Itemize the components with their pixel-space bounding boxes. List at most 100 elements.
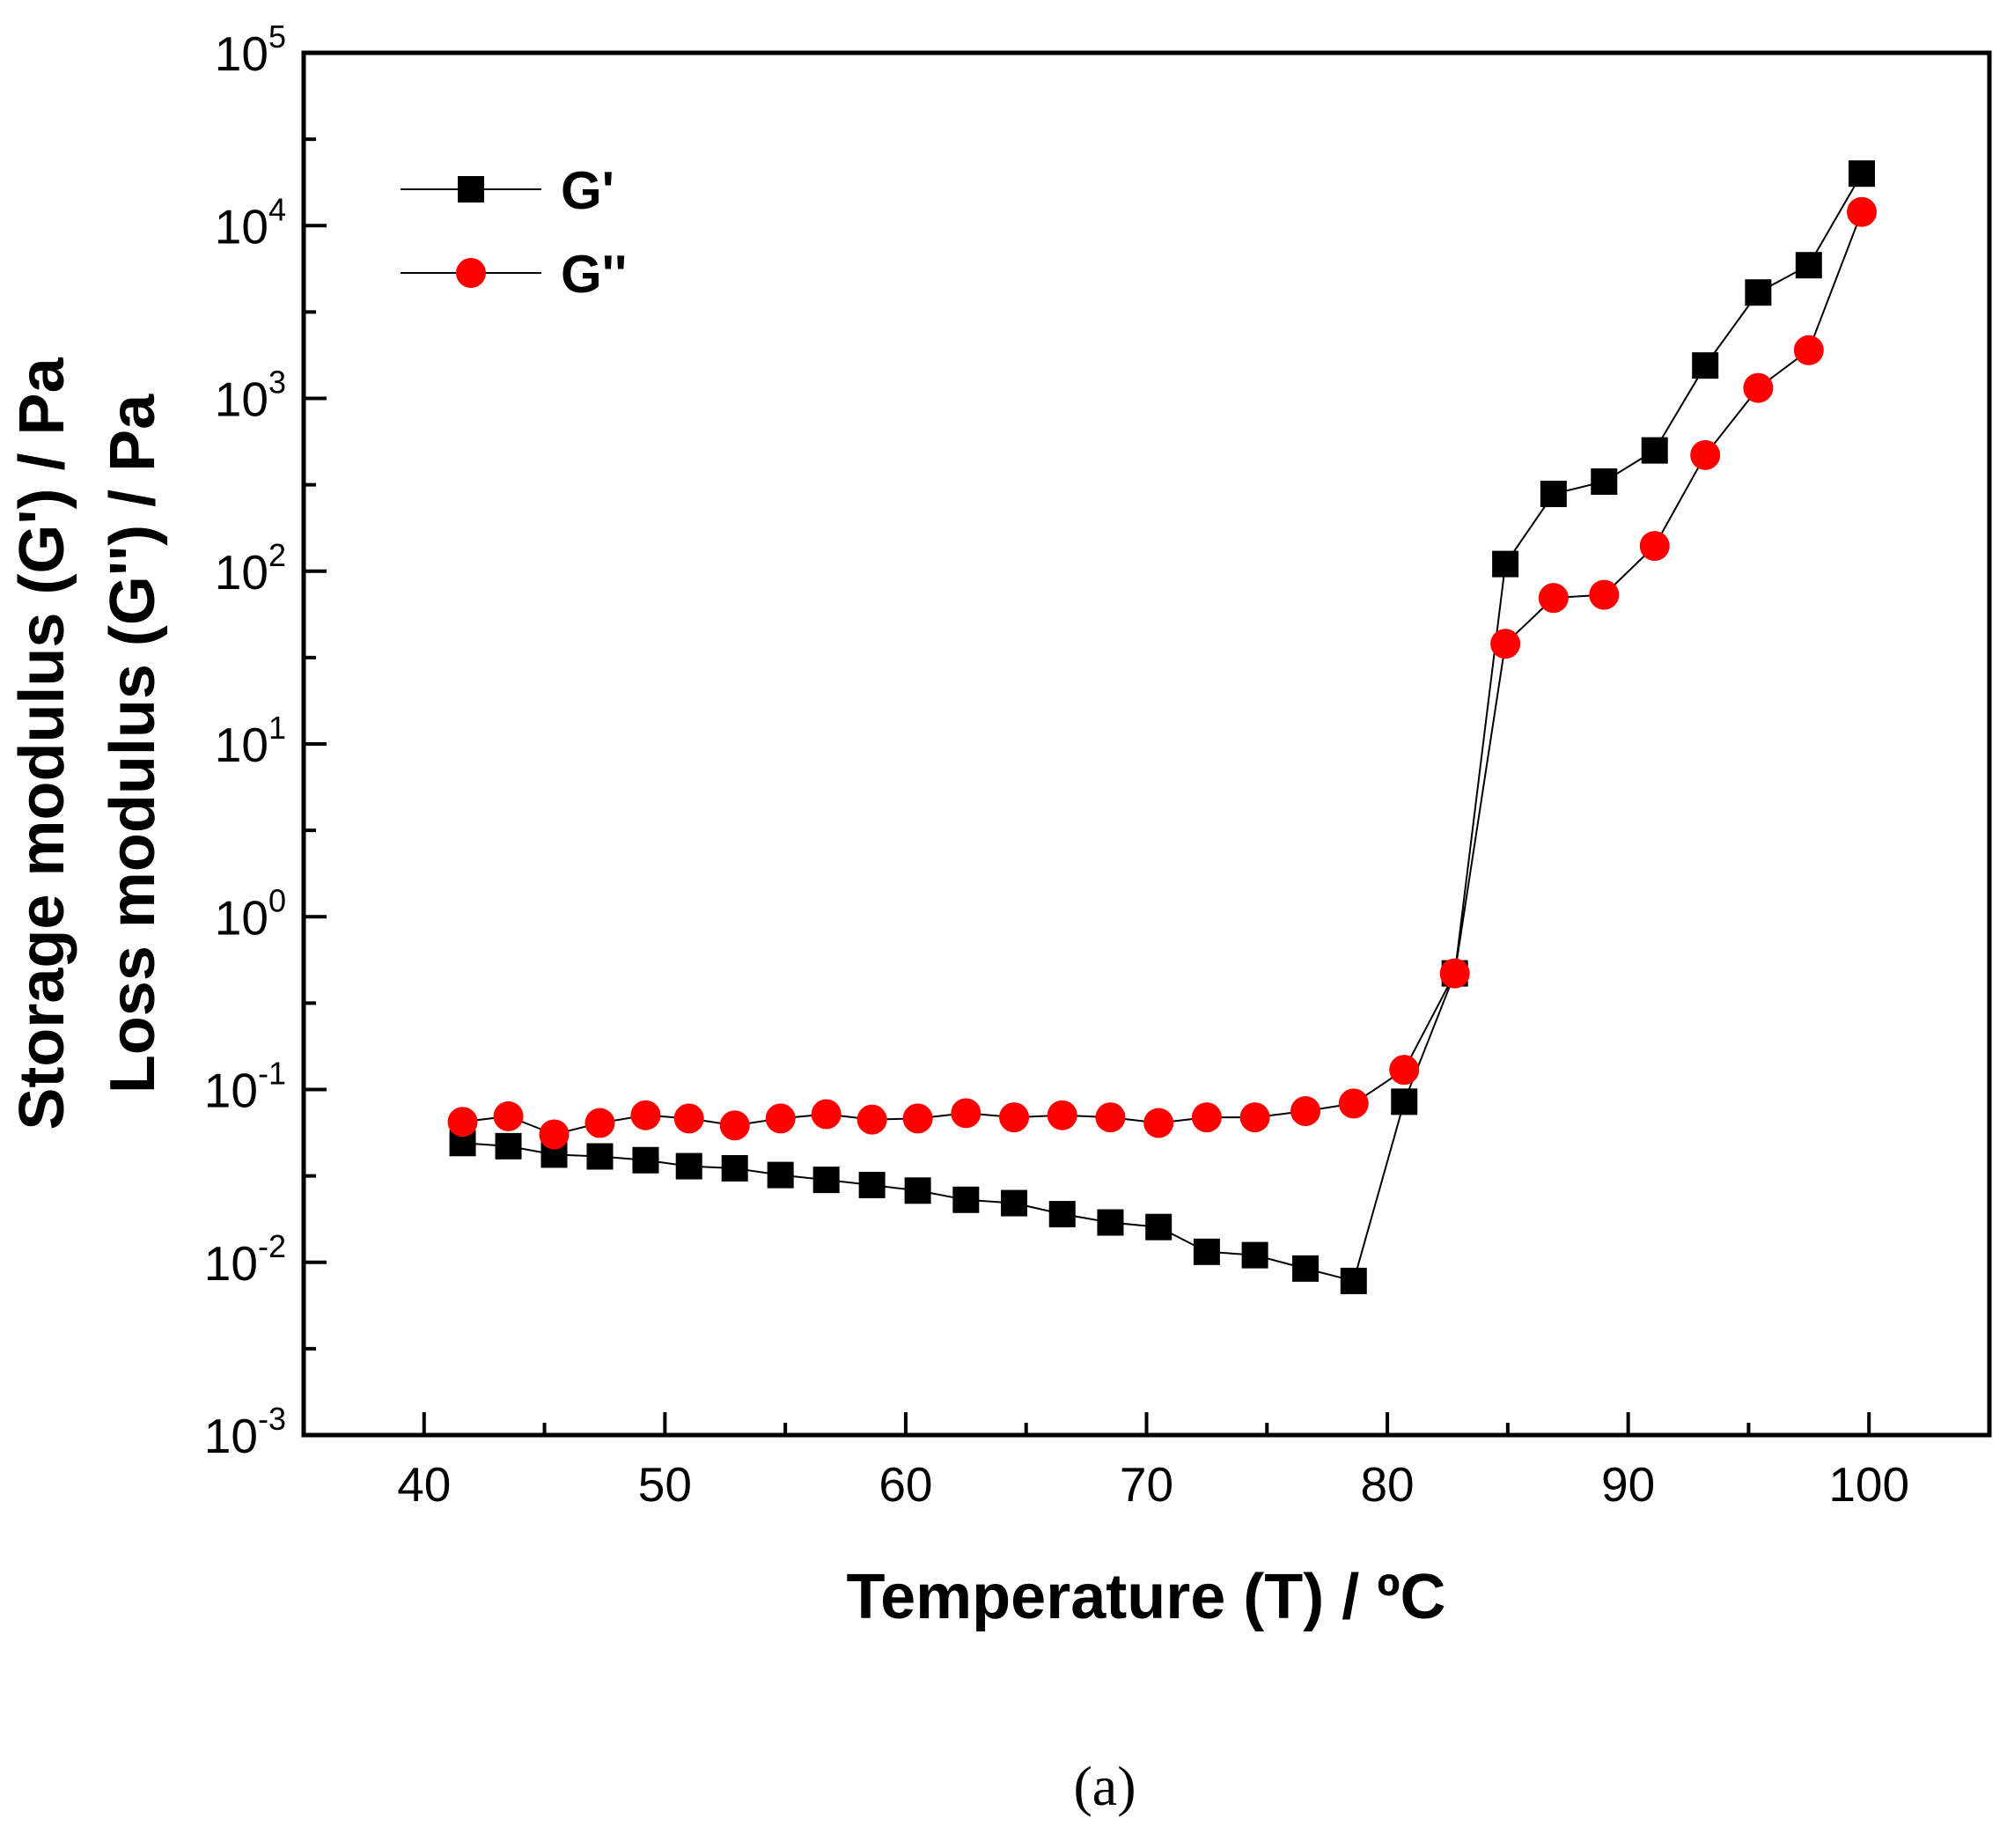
y-tick-base: 10 [215, 26, 268, 81]
data-point-gdoubleprime [584, 1108, 615, 1138]
data-point-gprime [767, 1161, 794, 1189]
y-tick-exponent: 1 [268, 710, 286, 746]
data-point-gprime [675, 1152, 702, 1180]
y-tick-label: 105 [215, 18, 286, 81]
data-point-gprime [952, 1186, 980, 1213]
data-point-gdoubleprime [447, 1107, 478, 1138]
data-point-gprime [495, 1132, 522, 1160]
data-point-gdoubleprime [1047, 1100, 1077, 1130]
data-point-gprime [1193, 1238, 1220, 1265]
data-point-gdoubleprime [1239, 1102, 1270, 1133]
data-point-gprime [812, 1167, 840, 1194]
y-tick-exponent: 3 [268, 364, 286, 401]
data-point-gdoubleprime [1847, 196, 1878, 227]
legend-marker-gdoubleprime [456, 258, 486, 288]
x-tick-label: 90 [1601, 1457, 1655, 1512]
data-point-gdoubleprime [1095, 1102, 1126, 1133]
y-tick-base: 10 [204, 1409, 258, 1463]
y-tick-base: 10 [204, 1236, 258, 1291]
data-point-gprime [1492, 550, 1519, 578]
data-point-gdoubleprime [999, 1102, 1030, 1133]
legend-marker-gprime [458, 176, 484, 202]
x-tick-label: 40 [397, 1457, 451, 1512]
data-point-gprime [586, 1143, 614, 1170]
y-tick-base: 10 [215, 718, 268, 772]
data-point-gdoubleprime [951, 1098, 981, 1129]
data-point-gprime [1849, 160, 1876, 188]
data-point-gdoubleprime [1389, 1055, 1420, 1086]
y-tick-label: 103 [215, 364, 286, 427]
data-point-gprime [1692, 352, 1719, 379]
data-point-gdoubleprime [1793, 335, 1824, 365]
data-point-gdoubleprime [856, 1104, 887, 1135]
data-point-gprime [1391, 1088, 1418, 1115]
y-tick-base: 10 [215, 199, 268, 254]
data-point-gdoubleprime [1439, 958, 1470, 989]
data-point-gprime [1292, 1255, 1320, 1282]
data-point-gdoubleprime [1290, 1096, 1321, 1127]
data-point-gprime [1145, 1213, 1173, 1241]
y-tick-base: 10 [204, 1064, 258, 1118]
series-line-gdoubleprime [462, 211, 1863, 1136]
y-axis-title-storage: Storage modulus (G') / Pa [7, 357, 77, 1130]
y-tick-base: 10 [215, 372, 268, 427]
data-point-gdoubleprime [1743, 372, 1774, 403]
data-point-gprime [1340, 1267, 1367, 1294]
data-point-gdoubleprime [1191, 1102, 1222, 1133]
legend-label-gdoubleprime: G'' [561, 245, 627, 304]
legend: G' G'' [401, 161, 627, 304]
data-point-gdoubleprime [765, 1103, 796, 1134]
data-point-gdoubleprime [493, 1101, 524, 1131]
data-point-gprime [1591, 468, 1618, 495]
y-tick-exponent: 4 [268, 191, 286, 227]
figure-caption: (a) [1073, 1755, 1136, 1817]
data-point-gprime [1745, 279, 1772, 306]
y-tick-label: 100 [215, 882, 286, 945]
data-point-gdoubleprime [719, 1110, 750, 1141]
legend-label-gprime: G' [561, 161, 614, 220]
data-point-gprime [1241, 1241, 1268, 1269]
data-point-gdoubleprime [1589, 579, 1620, 610]
data-point-gdoubleprime [1490, 629, 1521, 659]
x-tick-label: 60 [879, 1457, 932, 1512]
y-tick-label: 102 [215, 537, 286, 600]
data-point-gprime [904, 1177, 931, 1204]
x-tick-label: 100 [1828, 1457, 1909, 1512]
data-point-gprime [1097, 1209, 1124, 1236]
y-tick-exponent: 5 [268, 18, 286, 55]
data-point-gprime [1540, 480, 1567, 507]
y-tick-exponent: -1 [258, 1056, 286, 1092]
x-tick-label: 70 [1120, 1457, 1173, 1512]
data-point-gprime [1048, 1201, 1076, 1228]
data-point-gprime [721, 1154, 748, 1182]
y-tick-label: 10-3 [204, 1401, 286, 1463]
data-point-gdoubleprime [1639, 531, 1670, 562]
y-tick-label: 10-2 [204, 1228, 286, 1291]
y-tick-exponent: 2 [268, 537, 286, 573]
data-point-gdoubleprime [1538, 583, 1569, 614]
data-point-gdoubleprime [539, 1119, 570, 1150]
x-axis-title: Temperature (T) / ºC [846, 1562, 1445, 1632]
data-point-gdoubleprime [1338, 1088, 1369, 1119]
x-tick-label: 50 [638, 1457, 692, 1512]
y-axis-title-loss: Loss modulus (G'') / Pa [98, 394, 168, 1093]
data-point-gprime [1001, 1189, 1028, 1217]
x-tick-label: 80 [1360, 1457, 1414, 1512]
data-point-gdoubleprime [673, 1103, 704, 1134]
y-tick-exponent: 0 [268, 882, 286, 918]
data-point-gprime [858, 1171, 886, 1198]
data-point-gprime [1795, 252, 1822, 279]
y-tick-exponent: -3 [258, 1401, 286, 1437]
data-point-gprime [632, 1146, 659, 1174]
data-point-gdoubleprime [630, 1100, 661, 1130]
data-point-gdoubleprime [1143, 1108, 1174, 1138]
data-point-gprime [1641, 437, 1668, 464]
y-tick-exponent: -2 [258, 1228, 286, 1264]
y-tick-base: 10 [215, 890, 268, 945]
data-point-gdoubleprime [811, 1099, 842, 1130]
data-point-gdoubleprime [902, 1103, 933, 1134]
y-tick-label: 101 [215, 710, 286, 772]
y-tick-label: 10-1 [204, 1056, 286, 1118]
data-point-gdoubleprime [1690, 439, 1721, 470]
